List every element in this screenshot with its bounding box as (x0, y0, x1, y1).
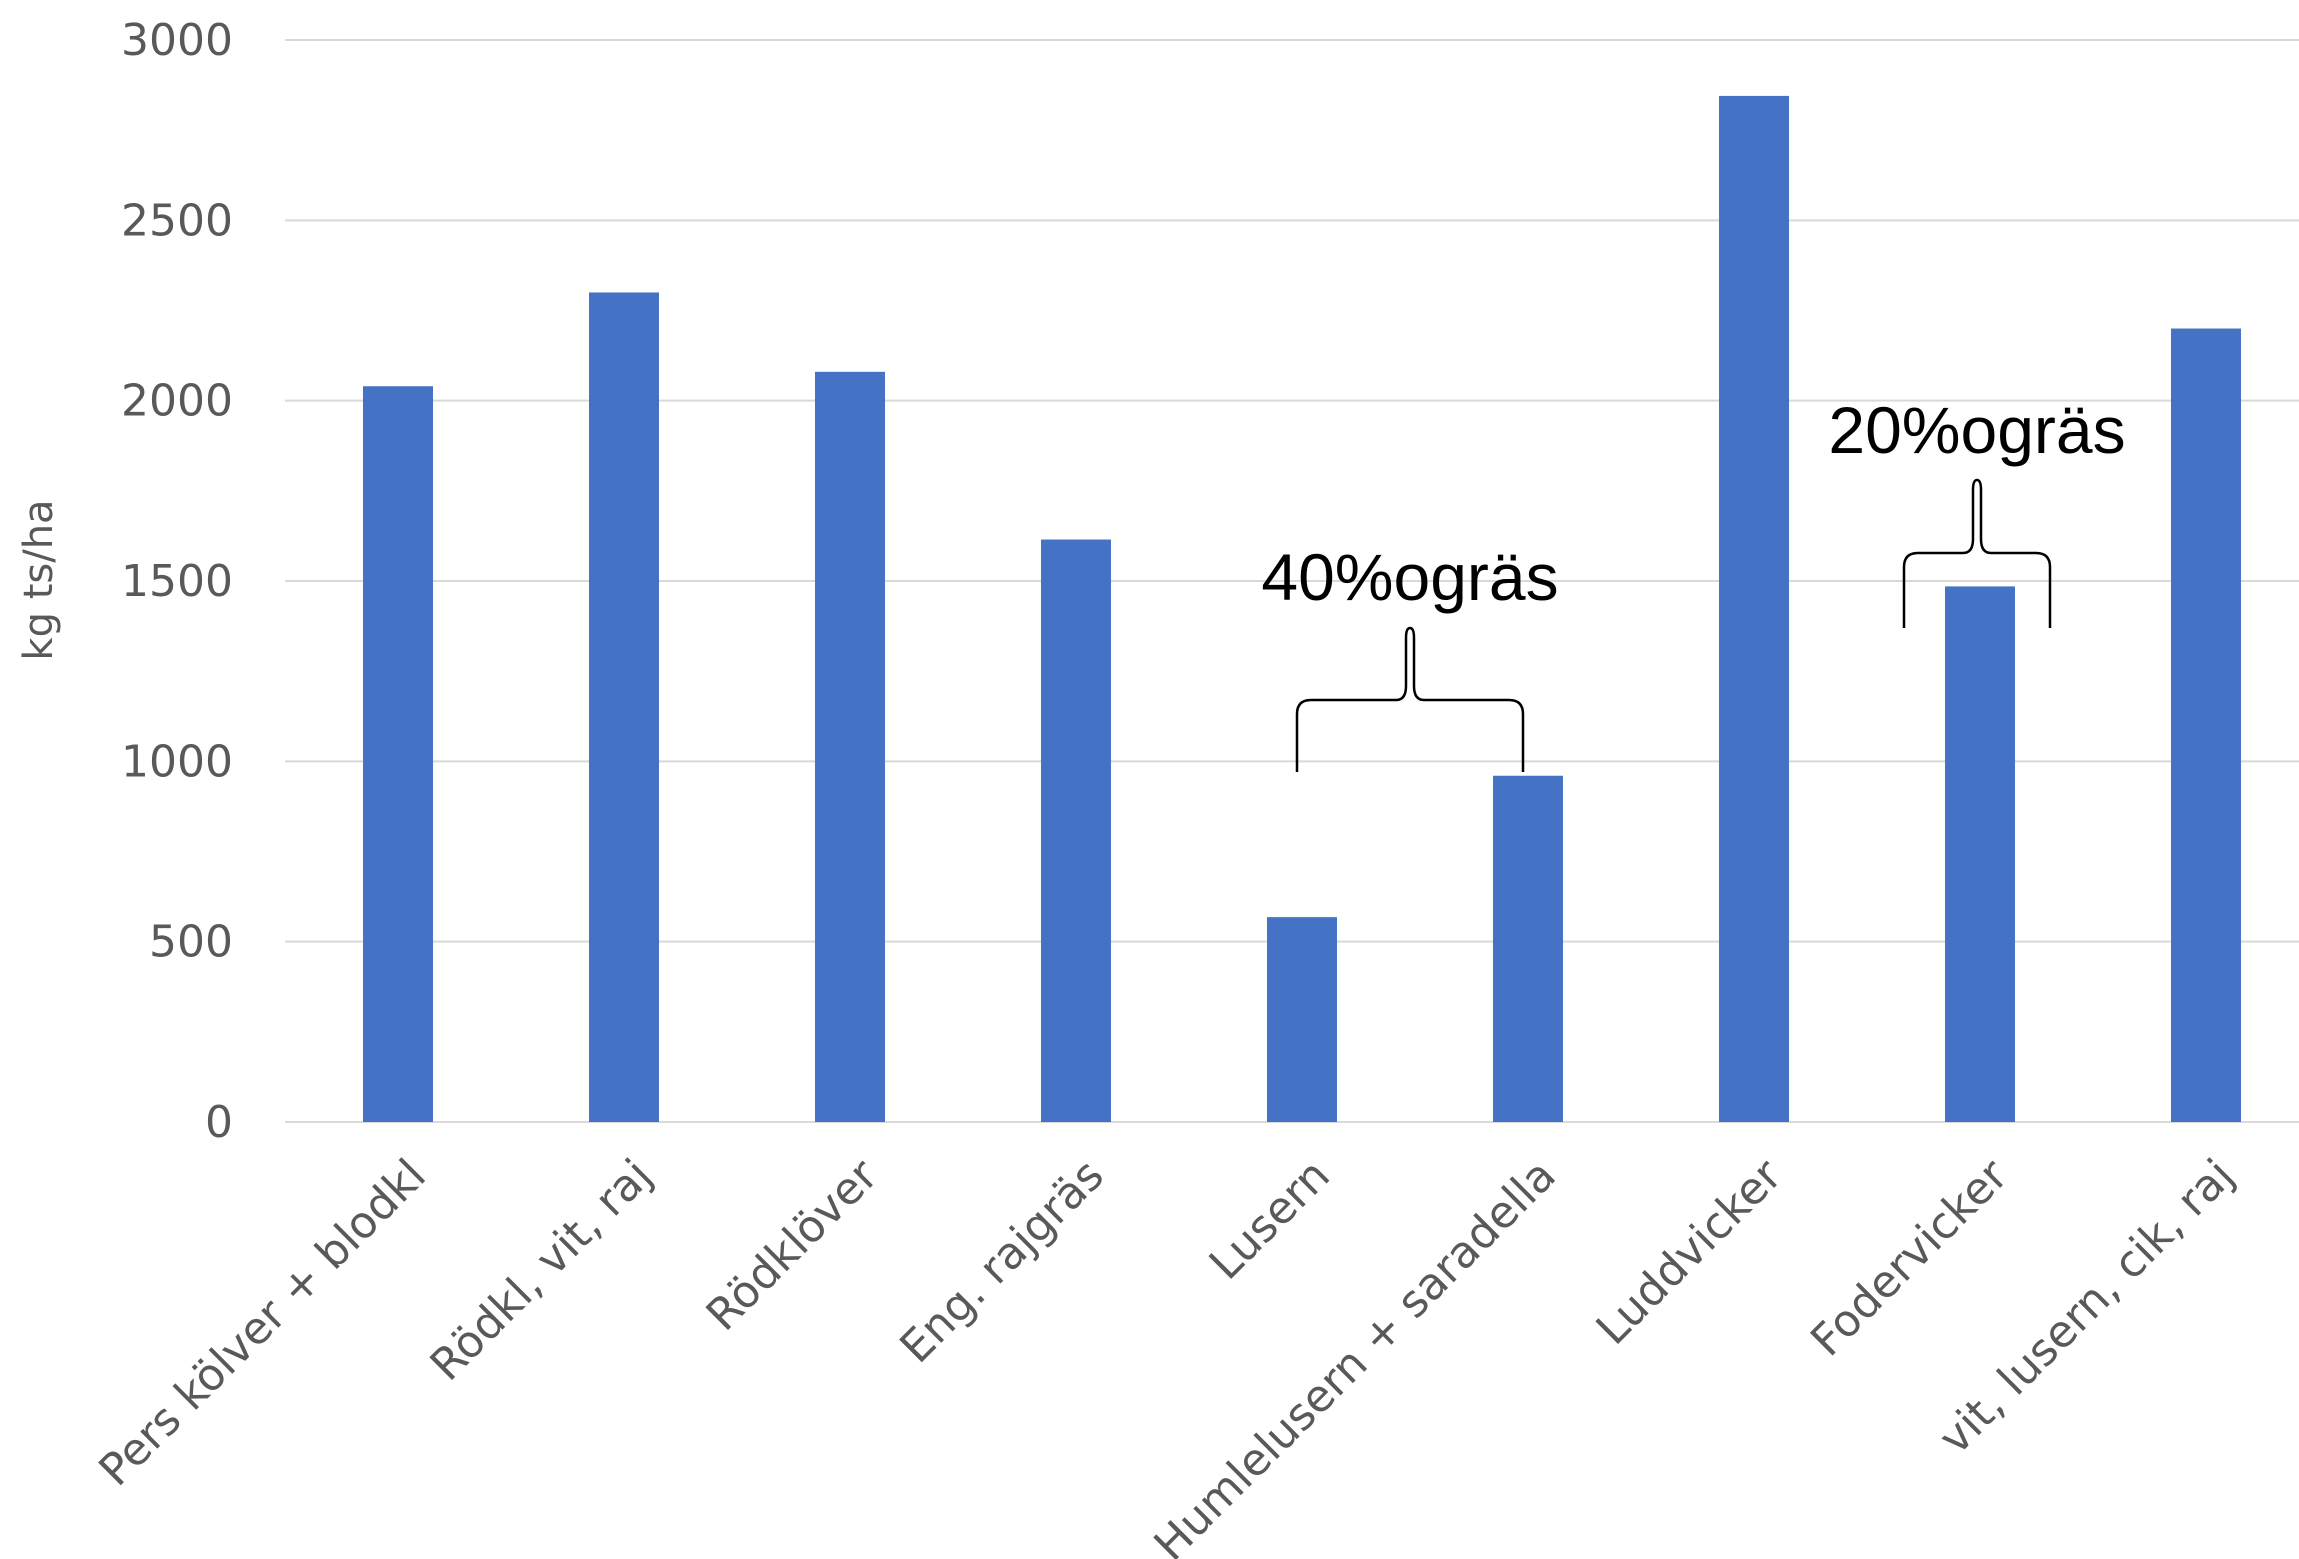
bar (363, 386, 433, 1122)
y-tick-label: 1500 (121, 556, 233, 607)
x-tick-label: Luddvicker (1587, 1149, 1793, 1355)
x-tick-label: Rödklöver (697, 1149, 889, 1341)
bar (1493, 775, 1563, 1122)
bar (1041, 539, 1111, 1122)
x-tick-label: Rödkl, vit, raj (421, 1150, 662, 1391)
y-tick-label: 1000 (121, 736, 233, 787)
x-tick-label: Eng. rajgräs (890, 1150, 1113, 1373)
annotations: 40%ogräs 20%ogräs (1261, 393, 2126, 772)
y-tick-label: 2000 (121, 376, 233, 427)
bar (1945, 586, 2015, 1122)
x-tick-label: Fodervicker (1801, 1149, 2018, 1366)
y-tick-label: 0 (205, 1097, 233, 1148)
y-tick-label: 500 (149, 917, 233, 968)
y-axis-title: kg ts/ha (16, 499, 62, 660)
annotation-label: 20%ogräs (1828, 393, 2125, 467)
bar (589, 292, 659, 1122)
y-tick-label: 3000 (121, 15, 233, 66)
annotation-label: 40%ogräs (1261, 540, 1558, 614)
x-tick-label: Pers kölver + blodkl (89, 1150, 435, 1496)
x-tick-label: Lusern (1200, 1150, 1340, 1290)
annotation-brace (1902, 478, 2052, 628)
bar (1719, 95, 1789, 1123)
annotation-brace (1295, 626, 1525, 772)
bar (2171, 328, 2241, 1122)
bar (1267, 917, 1337, 1122)
x-tick-label: Humlelusern + saradella (1145, 1150, 1566, 1559)
y-tick-label: 2500 (121, 195, 233, 246)
bar (815, 371, 885, 1122)
bars (363, 95, 2241, 1123)
y-axis-ticks: 0 500 1000 1500 2000 2500 3000 (121, 15, 233, 1148)
